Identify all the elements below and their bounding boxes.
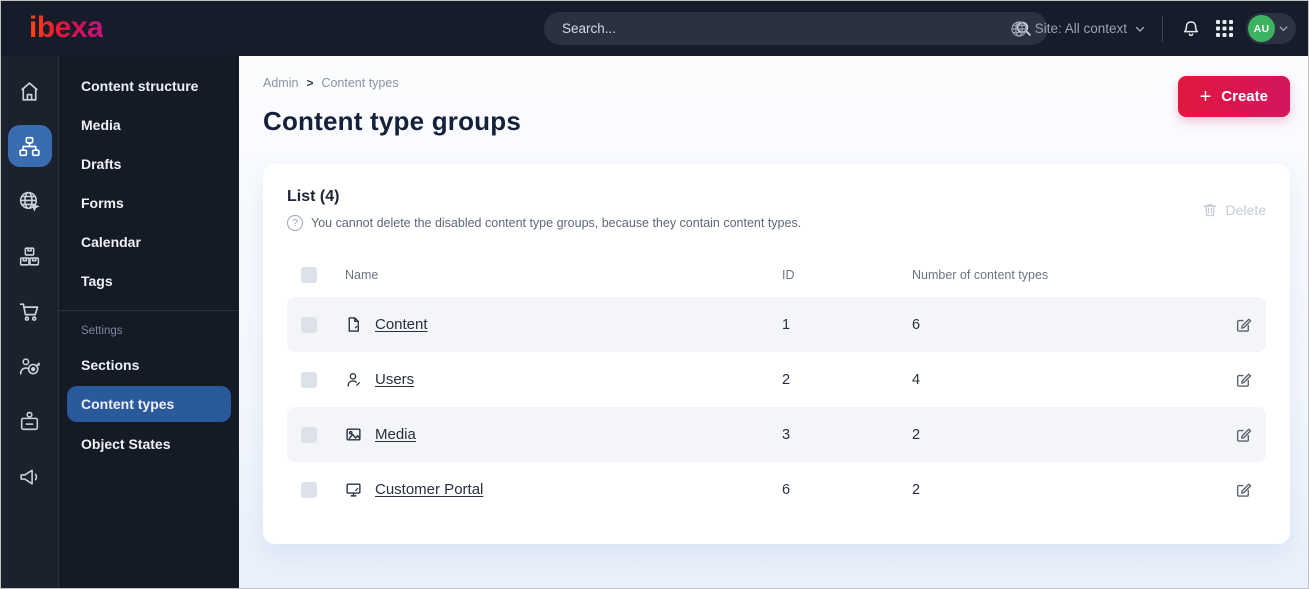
sidebar-item-media[interactable]: Media xyxy=(81,116,121,133)
top-bar: ibexa Site: All context xyxy=(1,1,1308,56)
sidebar-item-sections[interactable]: Sections xyxy=(81,356,140,373)
rail-marketing-megaphone-icon[interactable] xyxy=(8,455,52,497)
row-checkbox[interactable] xyxy=(301,481,317,498)
row-id: 6 xyxy=(782,481,791,498)
content-type-group-link[interactable]: Content xyxy=(375,316,428,333)
edit-button[interactable] xyxy=(1212,481,1252,498)
avatar: AU xyxy=(1248,15,1275,42)
edit-button[interactable] xyxy=(1212,371,1252,388)
row-count: 2 xyxy=(912,481,921,498)
users-icon xyxy=(345,371,362,388)
content-type-group-link[interactable]: Customer Portal xyxy=(375,481,484,498)
rail-product-catalog-icon[interactable] xyxy=(8,235,52,277)
sidebar-section-label: Settings xyxy=(81,325,123,337)
row-count: 2 xyxy=(912,426,921,443)
globe-icon xyxy=(1010,20,1028,38)
breadcrumb-admin[interactable]: Admin xyxy=(263,76,299,90)
row-count: 6 xyxy=(912,316,921,333)
main-content: Admin > Content types Content type group… xyxy=(239,56,1308,588)
ibexa-logo: ibexa xyxy=(29,11,104,44)
table-header-row: Name ID Number of content types xyxy=(287,253,1266,297)
column-header-name: Name xyxy=(345,268,379,282)
sidebar-nav-settings: Sections Content types Object States xyxy=(59,345,239,463)
site-context-label: Site: All context xyxy=(1034,21,1127,36)
content-file-icon xyxy=(345,316,362,333)
row-id: 3 xyxy=(782,426,791,443)
info-line: ? You cannot delete the disabled content… xyxy=(287,215,801,231)
row-checkbox[interactable] xyxy=(301,371,317,388)
row-id: 2 xyxy=(782,371,791,388)
rail-commerce-cart-icon[interactable] xyxy=(8,290,52,332)
sidebar-item-drafts[interactable]: Drafts xyxy=(81,155,122,172)
delete-button[interactable]: Delete xyxy=(1202,202,1266,218)
table-row: Media 3 2 xyxy=(287,407,1266,462)
topbar-right-cluster: Site: All context AU xyxy=(1010,1,1296,56)
row-checkbox[interactable] xyxy=(301,316,317,333)
topbar-divider xyxy=(1162,15,1163,42)
breadcrumb: Admin > Content types xyxy=(263,76,521,90)
rail-customer-segments-icon[interactable] xyxy=(8,345,52,387)
icon-rail xyxy=(1,56,59,588)
row-count: 4 xyxy=(912,371,921,388)
select-all-checkbox[interactable] xyxy=(301,267,317,283)
help-question-icon: ? xyxy=(287,215,303,231)
sidebar-item-content-structure[interactable]: Content structure xyxy=(81,77,199,94)
customer-portal-monitor-icon xyxy=(345,481,362,498)
chevron-down-icon xyxy=(1134,23,1146,35)
content-type-group-link[interactable]: Users xyxy=(375,371,415,388)
user-menu-chevron-down-icon xyxy=(1278,23,1289,34)
column-header-count: Number of content types xyxy=(912,268,1049,282)
table-row: Customer Portal 6 2 xyxy=(287,462,1266,517)
user-menu[interactable]: AU xyxy=(1246,13,1296,44)
sidebar-item-calendar[interactable]: Calendar xyxy=(81,233,141,250)
edit-button[interactable] xyxy=(1212,426,1252,443)
media-image-icon xyxy=(345,426,362,443)
content-type-group-link[interactable]: Media xyxy=(375,426,416,443)
table-row: Users 2 4 xyxy=(287,352,1266,407)
sidebar-menu: Content structure Media Drafts Forms Cal… xyxy=(59,56,239,588)
rail-home-icon[interactable] xyxy=(8,70,52,112)
rail-site-icon[interactable] xyxy=(8,180,52,222)
create-button[interactable]: + Create xyxy=(1177,76,1290,117)
sidebar-item-content-types[interactable]: Content types xyxy=(67,386,231,422)
trash-icon xyxy=(1202,202,1218,218)
edit-button[interactable] xyxy=(1212,316,1252,333)
sidebar-item-object-states[interactable]: Object States xyxy=(81,435,171,452)
list-title: List (4) xyxy=(287,188,340,205)
global-search[interactable] xyxy=(544,12,1048,45)
site-context-selector[interactable]: Site: All context xyxy=(1010,20,1146,38)
rail-admin-badge-icon[interactable] xyxy=(8,400,52,442)
search-input[interactable] xyxy=(562,21,1013,36)
breadcrumb-current: Content types xyxy=(321,76,399,90)
breadcrumb-separator: > xyxy=(306,76,314,90)
notifications-bell-icon[interactable] xyxy=(1179,17,1203,41)
sidebar-divider xyxy=(59,310,239,311)
app-grid-icon[interactable] xyxy=(1213,17,1236,40)
page-title: Content type groups xyxy=(263,106,522,136)
row-checkbox[interactable] xyxy=(301,426,317,443)
row-id: 1 xyxy=(782,316,791,333)
rail-content-structure-icon[interactable] xyxy=(7,125,52,167)
sidebar-item-forms[interactable]: Forms xyxy=(81,194,124,211)
plus-icon: + xyxy=(1199,85,1212,108)
sidebar-nav-main: Content structure Media Drafts Forms Cal… xyxy=(59,66,239,300)
content-type-groups-table: Name ID Number of content types Content … xyxy=(287,253,1266,517)
info-text: You cannot delete the disabled content t… xyxy=(311,216,802,230)
content-type-groups-card: List (4) ? You cannot delete the disable… xyxy=(263,164,1290,544)
sidebar-item-tags[interactable]: Tags xyxy=(81,272,113,289)
column-header-id: ID xyxy=(782,268,795,282)
table-row: Content 1 6 xyxy=(287,297,1266,352)
